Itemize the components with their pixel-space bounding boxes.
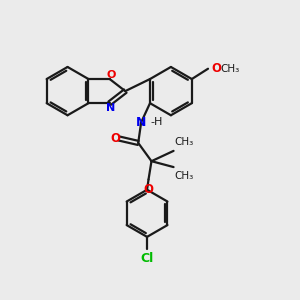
Text: -H: -H [150,117,162,127]
Text: O: O [110,132,120,145]
Text: O: O [212,62,222,75]
Text: CH₃: CH₃ [220,64,240,74]
Text: O: O [143,183,154,196]
Text: O: O [106,70,116,80]
Text: N: N [136,116,146,129]
Text: CH₃: CH₃ [174,137,194,147]
Text: N: N [106,103,116,112]
Text: Cl: Cl [140,252,154,265]
Text: CH₃: CH₃ [174,171,194,181]
